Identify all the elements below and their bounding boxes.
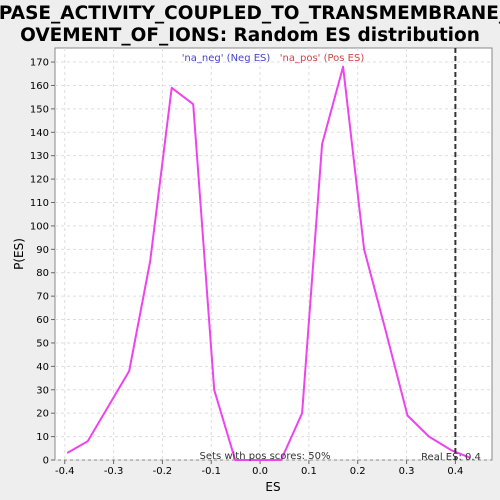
x-tick-label: 0.3 (399, 466, 415, 477)
y-tick-label: 130 (30, 151, 49, 162)
x-tick-label: 0.1 (301, 466, 317, 477)
y-tick-label: 140 (30, 128, 49, 139)
y-tick-label: 150 (30, 104, 49, 115)
y-tick-label: 10 (36, 432, 49, 443)
y-tick-label: 100 (30, 221, 49, 232)
x-axis-label: ES (265, 480, 280, 494)
x-tick-label: -0.2 (153, 466, 173, 477)
y-tick-label: 80 (36, 268, 49, 279)
y-tick-label: 110 (30, 198, 49, 209)
real-es-label: Real ES: 0.4 (421, 452, 481, 463)
pos-scores-annotation: Sets with pos scores: 50% (200, 451, 331, 462)
plot-area (55, 48, 492, 460)
x-tick-label: -0.1 (201, 466, 221, 477)
x-tick-label: -0.4 (55, 466, 75, 477)
y-tick-label: 160 (30, 81, 49, 92)
y-tick-label: 90 (36, 245, 49, 256)
y-tick-label: 20 (36, 409, 49, 420)
y-axis-label: P(ES) (12, 238, 26, 270)
chart-title-line-1: ATPASE_ACTIVITY_COUPLED_TO_TRANSMEMBRANE… (0, 3, 500, 24)
y-tick-label: 60 (36, 315, 49, 326)
y-tick-label: 0 (43, 456, 49, 467)
x-tick-label: 0.4 (447, 466, 463, 477)
legend-entry-neg: 'na_neg' (Neg ES) (182, 53, 271, 64)
y-tick-label: 50 (36, 338, 49, 349)
legend-entry-pos: 'na_pos' (Pos ES) (280, 53, 365, 64)
x-tick-label: 0.0 (252, 466, 268, 477)
x-tick-label: 0.2 (350, 466, 366, 477)
y-tick-label: 170 (30, 58, 49, 69)
y-tick-label: 70 (36, 292, 49, 303)
y-tick-label: 30 (36, 385, 49, 396)
x-tick-label: -0.3 (104, 466, 124, 477)
y-tick-label: 40 (36, 362, 49, 373)
y-tick-label: 120 (30, 175, 49, 186)
chart-title-line-2: OVEMENT_OF_IONS: Random ES distribution (20, 25, 480, 46)
